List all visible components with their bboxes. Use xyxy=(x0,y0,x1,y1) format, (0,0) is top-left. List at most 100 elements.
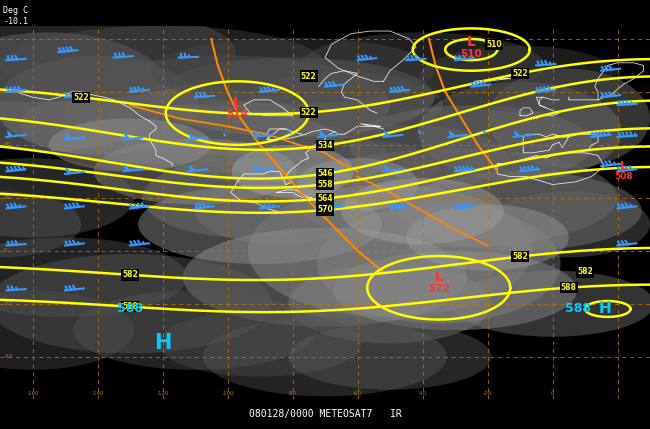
Ellipse shape xyxy=(451,271,650,337)
Text: 588: 588 xyxy=(122,302,138,311)
Polygon shape xyxy=(320,166,325,171)
Ellipse shape xyxy=(289,264,491,343)
Polygon shape xyxy=(515,131,520,136)
Ellipse shape xyxy=(398,171,642,251)
Text: 40: 40 xyxy=(3,142,10,147)
Text: 534: 534 xyxy=(317,141,333,150)
Ellipse shape xyxy=(0,238,187,317)
Text: L: L xyxy=(233,96,242,109)
Text: H: H xyxy=(598,302,611,317)
Text: 570: 570 xyxy=(317,205,333,214)
Ellipse shape xyxy=(195,178,358,244)
Text: 0: 0 xyxy=(551,391,554,396)
Text: 080128/0000 METEOSAT7   IR: 080128/0000 METEOSAT7 IR xyxy=(248,409,402,419)
Ellipse shape xyxy=(159,117,361,183)
Text: 582: 582 xyxy=(577,267,593,276)
Text: -140: -140 xyxy=(91,391,104,396)
Text: -10.1: -10.1 xyxy=(3,17,28,26)
Text: -40: -40 xyxy=(418,391,427,396)
Text: -100: -100 xyxy=(221,391,234,396)
Ellipse shape xyxy=(419,45,621,112)
Ellipse shape xyxy=(183,227,467,327)
Ellipse shape xyxy=(49,118,211,171)
Ellipse shape xyxy=(305,125,508,191)
Polygon shape xyxy=(66,168,72,174)
Ellipse shape xyxy=(0,32,170,151)
Text: 60: 60 xyxy=(3,89,10,94)
Ellipse shape xyxy=(300,32,545,99)
Polygon shape xyxy=(320,131,325,136)
Ellipse shape xyxy=(419,82,621,181)
Text: L: L xyxy=(467,35,476,48)
Ellipse shape xyxy=(138,184,382,264)
Ellipse shape xyxy=(406,204,569,271)
Ellipse shape xyxy=(248,184,532,317)
Ellipse shape xyxy=(289,323,491,390)
Ellipse shape xyxy=(341,178,504,244)
Ellipse shape xyxy=(0,55,199,155)
Ellipse shape xyxy=(231,145,354,198)
Polygon shape xyxy=(450,131,455,136)
Text: 0: 0 xyxy=(3,248,6,253)
Polygon shape xyxy=(255,131,260,136)
Ellipse shape xyxy=(296,158,419,211)
Text: -120: -120 xyxy=(156,391,169,396)
Text: -20: -20 xyxy=(483,391,492,396)
Polygon shape xyxy=(385,131,390,136)
Ellipse shape xyxy=(150,57,435,137)
Text: -40: -40 xyxy=(3,354,12,359)
Polygon shape xyxy=(66,134,72,139)
Polygon shape xyxy=(8,131,13,136)
Text: -80: -80 xyxy=(288,391,297,396)
Ellipse shape xyxy=(488,191,650,257)
Text: 20: 20 xyxy=(3,195,10,200)
Text: 588: 588 xyxy=(566,302,592,315)
Ellipse shape xyxy=(227,132,390,184)
Polygon shape xyxy=(385,166,390,171)
Ellipse shape xyxy=(240,72,443,138)
Ellipse shape xyxy=(65,55,390,155)
Ellipse shape xyxy=(94,138,296,204)
Text: L: L xyxy=(434,270,443,284)
Ellipse shape xyxy=(317,204,560,323)
Text: 514: 514 xyxy=(226,109,248,119)
Text: 522: 522 xyxy=(301,108,317,117)
Ellipse shape xyxy=(0,254,272,353)
Ellipse shape xyxy=(276,139,439,193)
Text: 522: 522 xyxy=(512,69,528,78)
Text: 522: 522 xyxy=(73,93,89,102)
Ellipse shape xyxy=(73,290,317,370)
Polygon shape xyxy=(255,166,260,171)
Text: 508: 508 xyxy=(615,172,633,181)
Text: Deg C: Deg C xyxy=(3,6,28,15)
Ellipse shape xyxy=(350,105,593,184)
Ellipse shape xyxy=(292,148,618,248)
Ellipse shape xyxy=(0,26,325,105)
Ellipse shape xyxy=(488,69,650,168)
Text: 588: 588 xyxy=(117,302,143,315)
Ellipse shape xyxy=(159,310,361,377)
Text: 582: 582 xyxy=(512,252,528,261)
Text: 522: 522 xyxy=(301,72,317,81)
Polygon shape xyxy=(190,166,195,171)
Text: -160: -160 xyxy=(26,391,39,396)
Text: -20: -20 xyxy=(3,301,12,306)
Ellipse shape xyxy=(90,106,333,172)
Ellipse shape xyxy=(203,317,447,396)
Text: 510: 510 xyxy=(460,48,482,58)
Ellipse shape xyxy=(0,158,134,238)
Ellipse shape xyxy=(0,191,81,257)
Text: L: L xyxy=(620,160,628,172)
Polygon shape xyxy=(125,134,130,139)
Text: H: H xyxy=(154,333,171,353)
Text: 510: 510 xyxy=(486,40,502,49)
Ellipse shape xyxy=(150,38,435,104)
Text: 582: 582 xyxy=(122,270,138,279)
Polygon shape xyxy=(125,166,130,171)
Text: 564: 564 xyxy=(317,194,333,203)
Ellipse shape xyxy=(333,251,577,330)
Text: 572: 572 xyxy=(428,284,450,294)
Ellipse shape xyxy=(0,3,235,102)
Ellipse shape xyxy=(20,84,305,163)
Text: 588: 588 xyxy=(561,283,577,292)
